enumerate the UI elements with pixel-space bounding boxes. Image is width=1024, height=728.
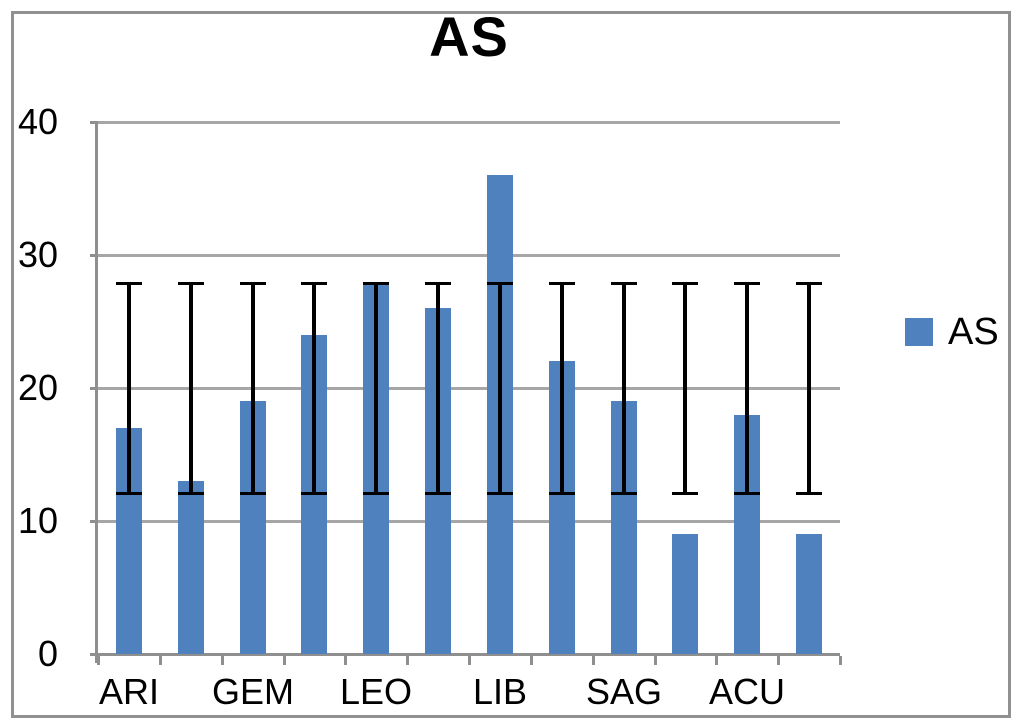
x-axis-tick bbox=[592, 656, 595, 665]
error-bar-cap-top bbox=[611, 282, 637, 285]
error-bar-line bbox=[498, 283, 502, 493]
x-axis-tick bbox=[468, 656, 471, 665]
x-axis-tick bbox=[715, 656, 718, 665]
error-bar-line bbox=[683, 283, 687, 493]
x-axis-label: SAG bbox=[585, 671, 663, 712]
error-bar-cap-bottom bbox=[301, 492, 327, 495]
y-axis-tick bbox=[90, 653, 98, 656]
error-bar-cap-bottom bbox=[178, 492, 204, 495]
error-bar-cap-top bbox=[301, 282, 327, 285]
y-axis-tick bbox=[90, 121, 98, 124]
x-axis-tick bbox=[97, 656, 100, 665]
error-bar-cap-bottom bbox=[672, 492, 698, 495]
error-bar-line bbox=[374, 283, 378, 493]
x-axis-tick bbox=[221, 656, 224, 665]
x-axis-label: LEO bbox=[339, 671, 413, 712]
x-axis-line bbox=[95, 653, 840, 656]
bar bbox=[672, 534, 698, 654]
legend: AS bbox=[905, 313, 999, 351]
y-axis-tick bbox=[90, 520, 98, 523]
error-bar-cap-top bbox=[549, 282, 575, 285]
error-bar-cap-bottom bbox=[611, 492, 637, 495]
error-bar-cap-top bbox=[116, 282, 142, 285]
error-bar-line bbox=[745, 283, 749, 493]
legend-color-swatch bbox=[905, 318, 933, 346]
error-bar-cap-bottom bbox=[487, 492, 513, 495]
bar bbox=[178, 481, 204, 654]
error-bar-cap-bottom bbox=[363, 492, 389, 495]
y-gridline bbox=[98, 520, 840, 523]
error-bar-line bbox=[622, 283, 626, 493]
error-bar-line bbox=[251, 283, 255, 493]
x-axis-label: ARI bbox=[98, 671, 159, 712]
x-axis-tick bbox=[406, 656, 409, 665]
y-axis-label: 40 bbox=[17, 101, 58, 142]
error-bar-cap-top bbox=[425, 282, 451, 285]
x-axis-tick bbox=[654, 656, 657, 665]
x-axis-label: LIB bbox=[472, 671, 528, 712]
y-gridline bbox=[98, 121, 840, 124]
y-axis-label: 20 bbox=[17, 367, 58, 408]
x-axis-tick bbox=[530, 656, 533, 665]
error-bar-cap-bottom bbox=[796, 492, 822, 495]
x-axis-tick bbox=[839, 656, 842, 665]
x-axis-tick bbox=[777, 656, 780, 665]
error-bar-cap-bottom bbox=[549, 492, 575, 495]
x-axis-tick bbox=[344, 656, 347, 665]
y-axis-label: 30 bbox=[17, 234, 58, 275]
error-bar-cap-top bbox=[178, 282, 204, 285]
error-bar-line bbox=[807, 283, 811, 493]
y-gridline bbox=[98, 387, 840, 390]
x-axis-label: ACU bbox=[708, 671, 785, 712]
y-axis-label: 10 bbox=[17, 500, 58, 541]
bar bbox=[796, 534, 822, 654]
x-axis-label: GEM bbox=[211, 671, 294, 712]
error-bar-cap-bottom bbox=[240, 492, 266, 495]
y-axis-tick bbox=[90, 254, 98, 257]
error-bar-cap-top bbox=[240, 282, 266, 285]
error-bar-cap-top bbox=[734, 282, 760, 285]
error-bar-line bbox=[189, 283, 193, 493]
error-bar-line bbox=[127, 283, 131, 493]
error-bar-cap-bottom bbox=[734, 492, 760, 495]
chart-title: AS bbox=[429, 5, 509, 68]
legend-series-label: AS bbox=[948, 311, 999, 353]
error-bar-cap-top bbox=[363, 282, 389, 285]
error-bar-cap-bottom bbox=[116, 492, 142, 495]
y-axis-line bbox=[95, 122, 98, 663]
y-gridline bbox=[98, 254, 840, 257]
error-bar-line bbox=[312, 283, 316, 493]
error-bar-line bbox=[560, 283, 564, 493]
x-axis-tick bbox=[283, 656, 286, 665]
error-bar-line bbox=[436, 283, 440, 493]
y-axis-tick bbox=[90, 387, 98, 390]
x-axis-tick bbox=[159, 656, 162, 665]
y-axis-label: 0 bbox=[37, 633, 58, 674]
error-bar-cap-bottom bbox=[425, 492, 451, 495]
error-bar-cap-top bbox=[672, 282, 698, 285]
error-bar-cap-top bbox=[487, 282, 513, 285]
error-bar-cap-top bbox=[796, 282, 822, 285]
